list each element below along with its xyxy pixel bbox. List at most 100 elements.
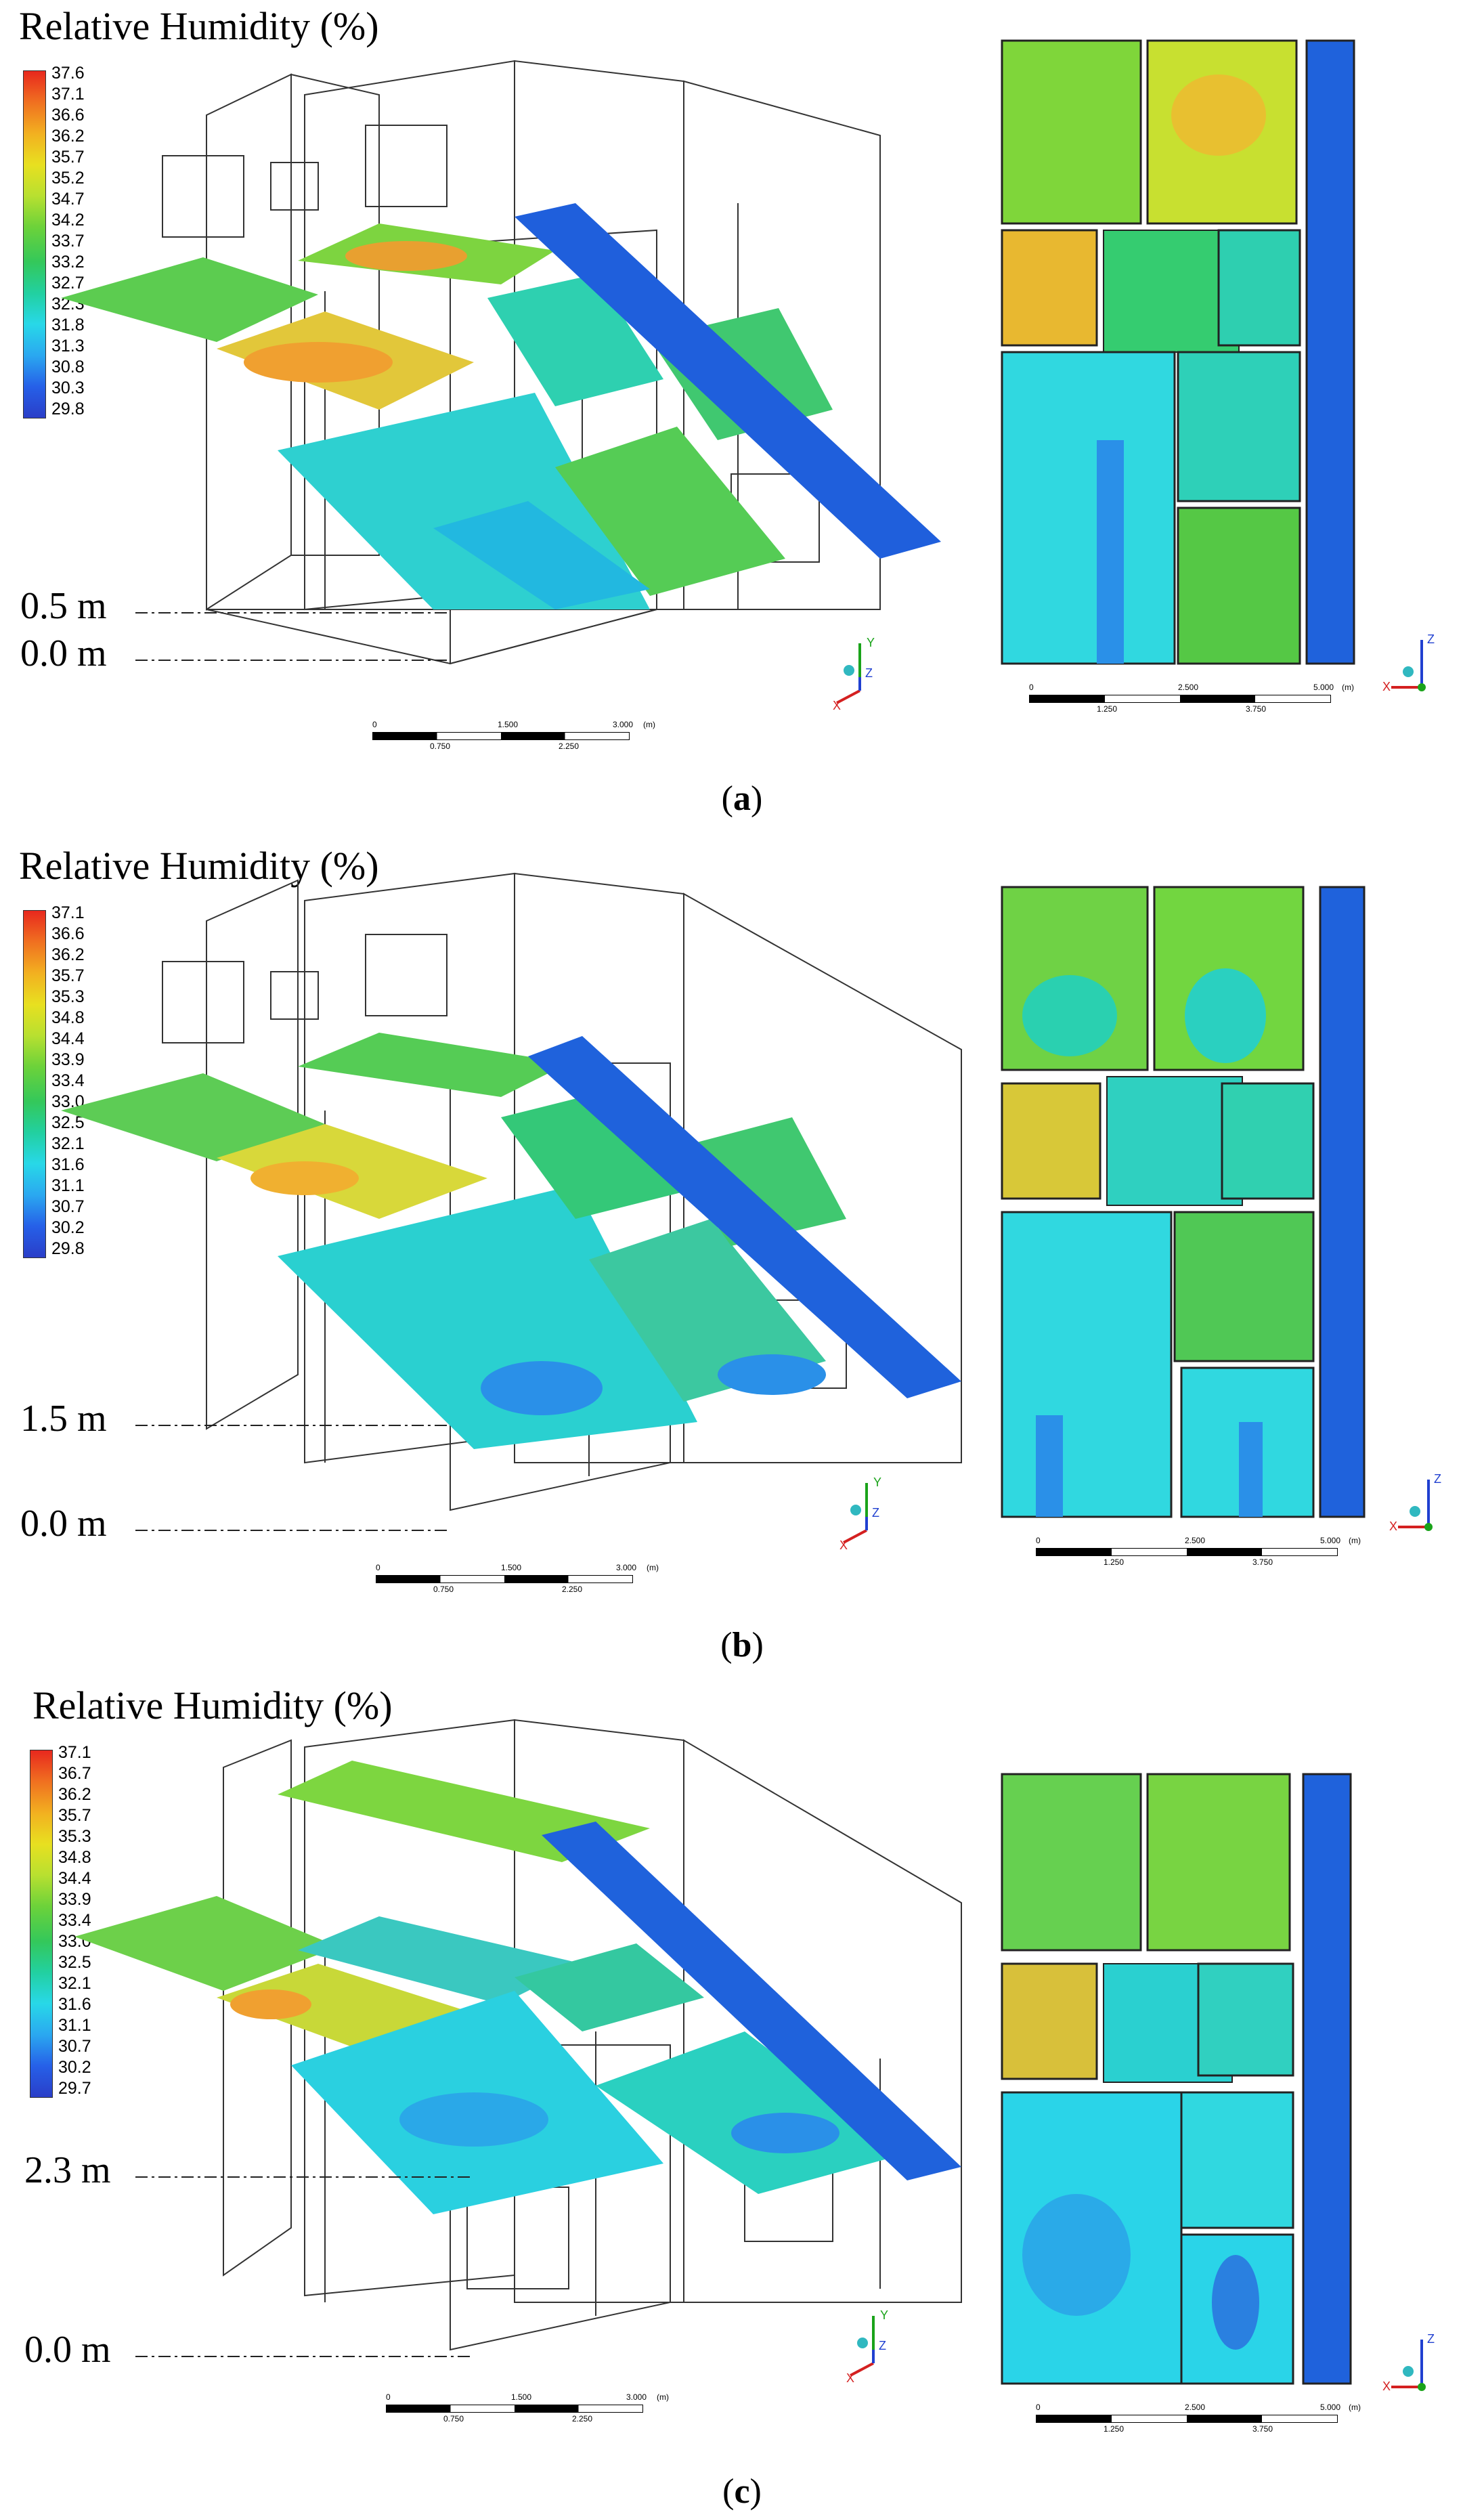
scale-bar-graphic bbox=[376, 1575, 633, 1583]
scale-unit: (m) bbox=[647, 1563, 659, 1572]
legend-tick: 36.2 bbox=[51, 945, 85, 964]
axis-z-label: Z bbox=[879, 2339, 886, 2352]
legend-tick: 30.7 bbox=[51, 1197, 85, 1216]
legend-tick: 29.8 bbox=[51, 1239, 85, 1258]
scale-bar-graphic bbox=[1036, 1548, 1338, 1556]
axis-x-label: X bbox=[1382, 2380, 1391, 2393]
scale-label: 0 bbox=[1036, 2403, 1041, 2412]
scale-label: 3.000 bbox=[626, 2392, 647, 2402]
legend-tick: 32.7 bbox=[51, 274, 85, 293]
scale-label: 1.500 bbox=[501, 1563, 522, 1572]
legend-tick: 33.9 bbox=[51, 1050, 85, 1069]
legend-tick: 33.9 bbox=[58, 1890, 91, 1909]
scale-unit: (m) bbox=[643, 720, 655, 729]
color-legend-bar bbox=[30, 1750, 53, 2098]
scale-label: 1.250 bbox=[1104, 2424, 1125, 2434]
axis-triad-plan: Z X bbox=[1382, 632, 1435, 693]
legend-tick: 37.1 bbox=[51, 85, 85, 104]
height-label-low: 0.0 m bbox=[20, 632, 107, 674]
scale-label: 1.250 bbox=[1097, 704, 1118, 714]
caption-letter: b bbox=[732, 1626, 752, 1664]
scale-label: 3.750 bbox=[1252, 2424, 1273, 2434]
panel-a: Relative Humidity (%) 37.6 37.1 36.6 36.… bbox=[0, 0, 1484, 833]
plan-humidity-view bbox=[995, 34, 1374, 670]
isometric-humidity-view bbox=[74, 1719, 962, 2357]
legend-tick: 34.8 bbox=[51, 1008, 85, 1027]
legend-tick: 34.2 bbox=[51, 211, 85, 230]
legend-tick: 31.6 bbox=[58, 1995, 91, 2014]
legend-tick: 35.2 bbox=[51, 169, 85, 188]
legend-tick: 36.2 bbox=[51, 127, 85, 146]
panel-caption: (c) bbox=[722, 2472, 762, 2511]
scale-bar-plan: 0 2.500 5.000 (m) 1.250 3.750 bbox=[1029, 677, 1354, 718]
scale-label: 0.750 bbox=[430, 741, 451, 751]
legend-tick: 35.3 bbox=[58, 1827, 91, 1846]
axis-z-label: Z bbox=[1434, 1472, 1441, 1486]
axis-z-label: Z bbox=[1427, 2332, 1435, 2346]
legend-tick: 29.7 bbox=[58, 2079, 91, 2098]
axis-x-label: X bbox=[839, 1538, 848, 1551]
panel-caption: (a) bbox=[721, 779, 763, 818]
axis-z-label: Z bbox=[872, 1506, 879, 1520]
legend-tick: 33.7 bbox=[51, 232, 85, 251]
height-label-high: 2.3 m bbox=[24, 2149, 111, 2191]
height-label-low: 0.0 m bbox=[24, 2329, 111, 2371]
axis-triad-plan: Z X bbox=[1382, 2332, 1435, 2393]
legend-tick: 32.1 bbox=[58, 1974, 91, 1993]
scale-label: 1.500 bbox=[498, 720, 519, 729]
axis-x-label: X bbox=[846, 2371, 854, 2384]
scale-label: 0.750 bbox=[443, 2414, 464, 2424]
scale-bar-graphic bbox=[372, 732, 630, 740]
axis-triad-iso: Y Z X bbox=[846, 2308, 888, 2384]
panel-b: Relative Humidity (%) 37.1 36.6 36.2 35.… bbox=[0, 840, 1484, 1673]
scale-bar-iso: 0 1.500 3.000 (m) 0.750 2.250 bbox=[372, 714, 655, 755]
scale-label: 1.500 bbox=[511, 2392, 532, 2402]
legend-tick: 31.8 bbox=[51, 316, 85, 335]
legend-tick: 31.3 bbox=[51, 337, 85, 356]
legend-tick: 34.7 bbox=[51, 190, 85, 209]
legend-tick: 35.3 bbox=[51, 987, 85, 1006]
axis-triad-plan: Z X bbox=[1389, 1472, 1441, 1533]
legend-tick: 31.1 bbox=[51, 1176, 85, 1195]
isometric-humidity-view bbox=[61, 60, 941, 665]
axis-z-label: Z bbox=[865, 666, 873, 680]
legend-tick: 35.7 bbox=[58, 1806, 91, 1825]
scale-label: 0 bbox=[1036, 1536, 1041, 1545]
legend-tick: 30.2 bbox=[51, 1218, 85, 1237]
axis-x-label: X bbox=[833, 699, 841, 711]
legend-tick: 33.2 bbox=[51, 253, 85, 272]
legend-tick: 34.4 bbox=[51, 1029, 85, 1048]
scale-label: 2.500 bbox=[1178, 683, 1199, 692]
scale-unit: (m) bbox=[1349, 1536, 1361, 1545]
scale-bar-graphic bbox=[386, 2405, 643, 2413]
legend-title: Relative Humidity (%) bbox=[32, 1683, 393, 1727]
scale-label: 1.250 bbox=[1104, 1557, 1125, 1567]
legend-tick: 30.8 bbox=[51, 358, 85, 376]
legend-tick: 37.1 bbox=[58, 1743, 91, 1762]
scale-label: 3.750 bbox=[1252, 1557, 1273, 1567]
scale-bar-iso: 0 1.500 3.000 (m) 0.750 2.250 bbox=[386, 2387, 669, 2428]
caption-letter: c bbox=[734, 2472, 750, 2511]
isometric-humidity-view bbox=[61, 872, 962, 1531]
axis-y-label: Y bbox=[873, 1476, 881, 1489]
legend-tick: 32.5 bbox=[58, 1953, 91, 1972]
legend-tick: 33.4 bbox=[58, 1911, 91, 1930]
scale-label: 2.250 bbox=[562, 1585, 583, 1594]
scale-label: 0 bbox=[1029, 683, 1034, 692]
scale-label: 5.000 bbox=[1313, 683, 1334, 692]
scale-unit: (m) bbox=[1342, 683, 1354, 692]
height-label-low: 0.0 m bbox=[20, 1503, 107, 1545]
scale-label: 3.000 bbox=[613, 720, 634, 729]
legend-tick: 33.4 bbox=[51, 1071, 85, 1090]
legend-title: Relative Humidity (%) bbox=[19, 844, 379, 888]
legend-tick: 36.6 bbox=[51, 924, 85, 943]
legend-tick: 35.7 bbox=[51, 148, 85, 167]
plan-humidity-view bbox=[1001, 1773, 1352, 2385]
panel-c: Relative Humidity (%) 37.1 36.7 36.2 35.… bbox=[0, 1679, 1484, 2519]
legend-tick: 34.4 bbox=[58, 1869, 91, 1888]
legend-title: Relative Humidity (%) bbox=[19, 4, 379, 48]
scale-label: 0 bbox=[372, 720, 377, 729]
axis-triad-iso: Y Z X bbox=[833, 636, 875, 711]
legend-tick: 31.1 bbox=[58, 2016, 91, 2035]
scale-label: 2.500 bbox=[1185, 1536, 1206, 1545]
